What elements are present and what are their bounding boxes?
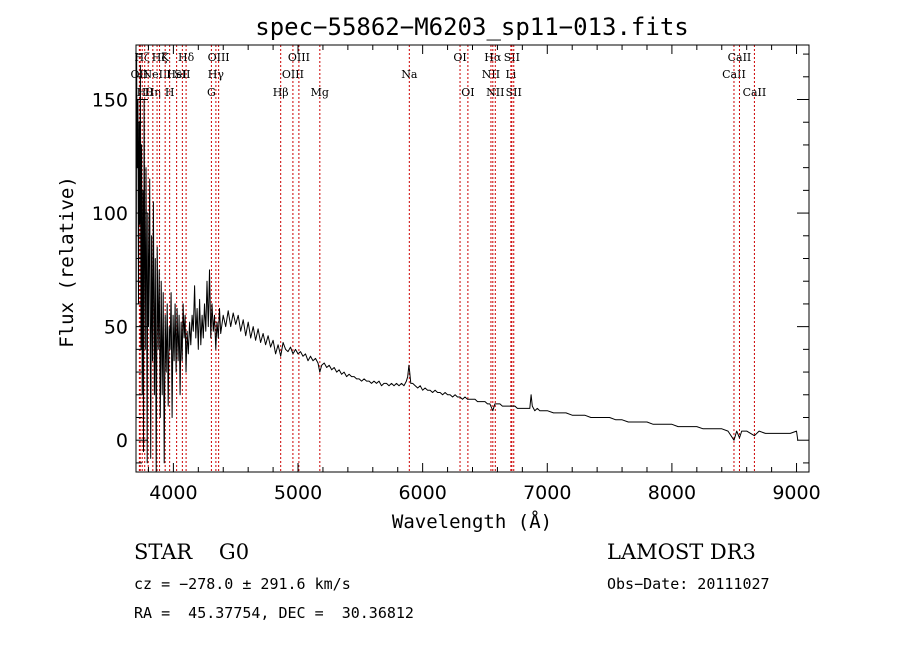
marker-label: SII (504, 51, 520, 64)
marker-label: Hβ (273, 86, 289, 99)
marker-label: SII (506, 86, 522, 99)
x-tick-label: 4000 (149, 482, 197, 504)
marker-label: OI (453, 51, 466, 64)
marker-label: OIII (282, 68, 304, 81)
marker-label: Hα (484, 51, 502, 64)
survey-name: LAMOST DR3 (607, 540, 756, 564)
marker-label: OIII (208, 51, 230, 64)
marker-label: CaII (728, 51, 752, 64)
marker-label: OI (461, 86, 474, 99)
marker-label: H (165, 86, 175, 99)
marker-label: SII (174, 68, 190, 81)
object-class: STAR G0 (134, 540, 250, 564)
obs-date: Obs−Date: 20111027 (607, 575, 770, 593)
marker-label: CaII (722, 68, 746, 81)
plot-frame (135, 44, 810, 473)
marker-label: G (207, 86, 216, 99)
marker-label: Na (401, 68, 418, 81)
x-axis-label: Wavelength (Å) (392, 510, 552, 533)
spectrum-line (135, 53, 799, 473)
axes: 4000 5000 6000 7000 8000 9000 0 50 100 150 (92, 45, 821, 504)
marker-label: HeI (166, 68, 186, 81)
marker-label: K (161, 51, 170, 64)
marker-label: Hδ (178, 51, 195, 64)
x-tick-label: 6000 (398, 482, 446, 504)
marker-label: Li (505, 68, 516, 81)
redshift-cz: cz = −278.0 ± 291.6 km/s (134, 575, 351, 593)
marker-label: NII (486, 86, 504, 99)
marker-label: Mg (311, 86, 329, 99)
y-tick-label: 50 (104, 317, 128, 339)
marker-label: OIII (288, 51, 310, 64)
x-tick-label: 7000 (523, 482, 571, 504)
chart-title: spec−55862−M6203_sp11−013.fits (255, 13, 688, 41)
y-axis-label: Flux (relative) (56, 176, 78, 348)
marker-label: CaII (743, 86, 767, 99)
marker-label: OII (131, 68, 149, 81)
marker-label: Hζ (152, 51, 168, 64)
y-tick-label: 0 (116, 430, 128, 452)
marker-label: NeIII (142, 68, 171, 81)
marker-label: Hη (145, 86, 161, 99)
coordinates: RA = 45.37754, DEC = 30.36812 (134, 604, 414, 622)
y-tick-label: 150 (92, 90, 128, 112)
series-layer (135, 53, 799, 473)
line-markers: OIIHζHθHηNeIIIHζKHHeISIIHδGHγOIIIHβOIIIO… (131, 45, 767, 472)
marker-label: NII (482, 68, 500, 81)
y-tick-label: 100 (92, 203, 128, 225)
x-tick-label: 8000 (648, 482, 696, 504)
marker-label: Hγ (208, 68, 225, 81)
x-tick-label: 5000 (274, 482, 322, 504)
x-tick-label: 9000 (772, 482, 820, 504)
